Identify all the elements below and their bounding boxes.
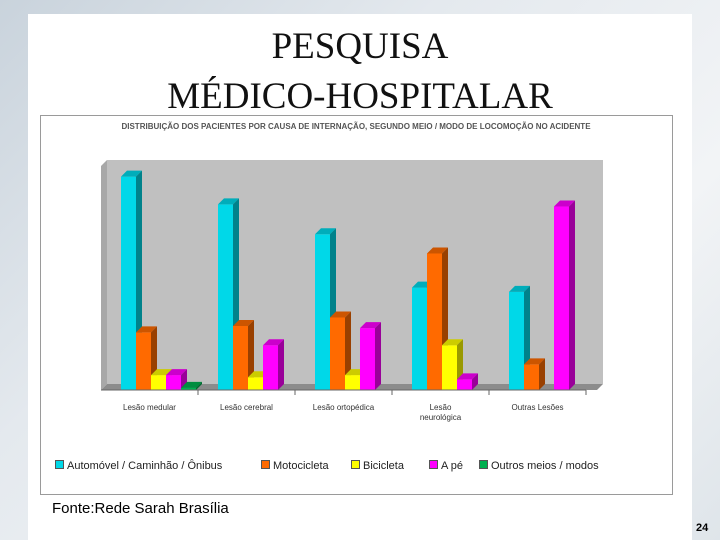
bar-side-face <box>248 320 254 390</box>
bar <box>166 375 181 390</box>
bar-top-face <box>136 326 157 333</box>
title-line-1: PESQUISA <box>271 26 449 67</box>
x-tick-label: Lesão <box>430 403 452 412</box>
legend-swatch <box>429 460 438 469</box>
x-tick-label: Lesão medular <box>123 403 176 412</box>
bar-top-face <box>457 373 478 380</box>
bar <box>181 387 196 390</box>
bar <box>427 253 442 390</box>
legend-swatch <box>55 460 64 469</box>
bar-side-face <box>569 200 575 390</box>
bar <box>233 326 248 390</box>
x-tick-label: Outras Lesões <box>511 403 563 412</box>
chart-container: DISTRIBUIÇÃO DOS PACIENTES POR CAUSA DE … <box>40 115 673 495</box>
bar <box>509 291 524 390</box>
bar-top-face <box>330 311 351 318</box>
bar <box>136 332 151 390</box>
bar-side-face <box>472 373 478 390</box>
bar-top-face <box>233 320 254 326</box>
bar <box>412 287 427 390</box>
bar-top-face <box>151 369 172 376</box>
bar-top-face <box>509 285 530 292</box>
bar <box>121 176 136 390</box>
chart-legend: Automóvel / Caminhão / Ônibus Motocicleta… <box>55 452 655 480</box>
bar-top-face <box>442 339 463 346</box>
bar-top-face <box>181 381 202 388</box>
bar <box>315 234 330 390</box>
bar <box>330 317 345 390</box>
bar <box>151 375 166 390</box>
slide-title: PESQUISA MÉDICO-HOSPITALAR <box>40 22 680 122</box>
bar-top-face <box>166 369 187 376</box>
legend-item: A pé <box>429 460 463 472</box>
legend-swatch <box>351 460 360 469</box>
bar <box>345 375 360 390</box>
bar <box>457 379 472 390</box>
legend-swatch <box>261 460 270 469</box>
legend-label: Outros meios / modos <box>491 460 599 472</box>
legend-item: Motocicleta <box>261 460 329 472</box>
bar <box>263 345 278 390</box>
bar <box>524 364 539 390</box>
bar-top-face <box>218 198 239 205</box>
page-number: 24 <box>696 522 709 534</box>
bar-side-face <box>539 358 545 390</box>
bar-top-face <box>427 247 448 254</box>
legend-label: Automóvel / Caminhão / Ônibus <box>67 460 223 472</box>
legend-swatch <box>479 460 488 469</box>
bar <box>442 345 457 390</box>
legend-item: Bicicleta <box>351 460 404 472</box>
bar-side-face <box>278 339 284 390</box>
bar-top-face <box>524 358 545 365</box>
bar-chart: Lesão medular Lesão cerebral Lesão ortopéd… <box>101 160 603 422</box>
chart-side-wall <box>101 160 107 390</box>
bar-side-face <box>345 311 351 390</box>
bar-top-face <box>554 200 575 207</box>
x-tick-label: neurológica <box>420 413 462 422</box>
bar-top-face <box>121 170 142 177</box>
x-tick-label: Lesão ortopédica <box>313 403 375 412</box>
legend-label: A pé <box>441 460 464 472</box>
bar-side-face <box>196 381 202 390</box>
legend-item: Outros meios / modos <box>479 460 599 472</box>
x-tick-label: Lesão cerebral <box>220 403 273 412</box>
bar-top-face <box>263 339 284 346</box>
bar <box>218 204 233 390</box>
legend-label: Motocicleta <box>273 460 329 472</box>
bar-top-face <box>360 322 381 329</box>
bar <box>248 377 263 390</box>
source-caption: Fonte:Rede Sarah Brasília <box>52 500 229 517</box>
title-line-2: MÉDICO-HOSPITALAR <box>167 76 553 117</box>
legend-item: Automóvel / Caminhão / Ônibus <box>55 460 222 472</box>
bar-side-face <box>375 322 381 390</box>
chart-title: DISTRIBUIÇÃO DOS PACIENTES POR CAUSA DE … <box>121 122 591 131</box>
bar <box>554 206 569 390</box>
legend-label: Bicicleta <box>363 460 404 472</box>
bar-top-face <box>315 228 336 235</box>
bar <box>360 328 375 390</box>
